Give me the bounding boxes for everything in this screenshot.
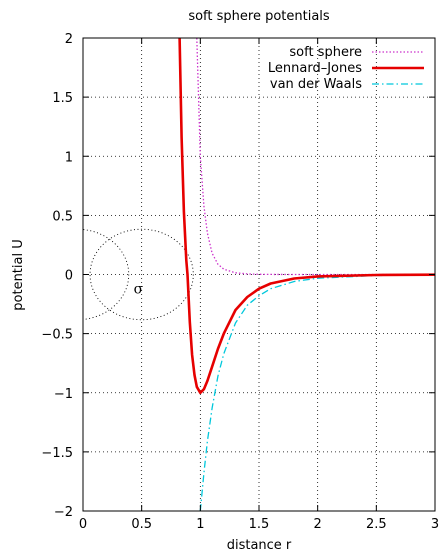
series-line-soft-sphere: [196, 38, 435, 276]
y-tick-label: 0.5: [52, 209, 73, 224]
y-tick-label: −1.5: [41, 446, 73, 461]
x-tick-label: 1: [196, 517, 204, 532]
x-tick-label: 2.5: [366, 517, 387, 532]
y-tick-label: 0: [65, 269, 73, 284]
series-layer: [178, 38, 435, 511]
y-tick-label: −0.5: [41, 328, 73, 343]
ticks: [82, 37, 436, 512]
sphere-circle: [83, 229, 130, 320]
chart-title: soft sphere potentials: [188, 9, 330, 24]
sigma-label: σ: [134, 282, 144, 298]
annotations-layer: [83, 228, 194, 321]
x-tick-label: 0.5: [131, 517, 152, 532]
x-axis-label: distance r: [227, 538, 292, 553]
legend-label: Lennard–Jones: [268, 61, 362, 76]
x-tick-label: 2: [314, 517, 322, 532]
y-tick-label: −2: [54, 505, 73, 520]
y-tick-label: 1.5: [52, 91, 73, 106]
series-line-van-der-waals: [199, 274, 435, 511]
y-tick-label: 1: [65, 150, 73, 165]
x-tick-label: 1.5: [249, 517, 270, 532]
y-tick-label: 2: [65, 32, 73, 47]
sphere-circle: [89, 228, 194, 321]
tick-labels: 0 0.5 1 1.5 2 2.5 3 −2 −1.5 −1 −0.5 0 0.5 1 1.5 2: [41, 32, 439, 532]
grid: [83, 38, 435, 511]
legend-label: soft sphere: [289, 45, 362, 60]
y-axis-label: potential U: [11, 239, 26, 310]
x-tick-label: 0: [79, 517, 87, 532]
x-tick-label: 3: [431, 517, 439, 532]
y-tick-label: −1: [54, 387, 73, 402]
series-line-lennard-jones: [178, 38, 435, 395]
legend-label: van der Waals: [270, 77, 362, 92]
